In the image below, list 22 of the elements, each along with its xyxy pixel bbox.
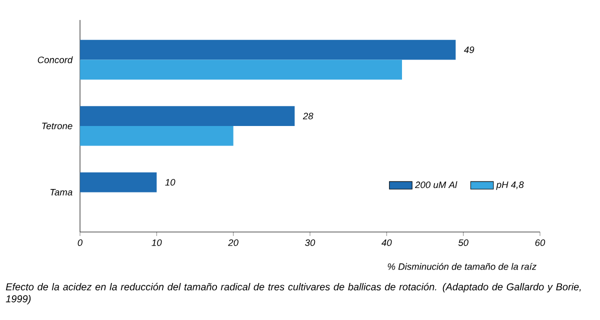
x-tick-label: 60	[535, 239, 546, 246]
legend-label: pH 4,8	[496, 181, 524, 190]
x-axis-title: % Disminución de tamaño de la raíz	[388, 262, 536, 270]
data-label: 10	[165, 179, 176, 186]
x-tick-label: 20	[228, 239, 238, 246]
y-tick-label: Tama	[50, 188, 72, 196]
bar	[80, 126, 234, 146]
bar	[80, 106, 295, 126]
text: Efecto de la acidez en la reducción del tamaño radical de tres cultivares de ballicas de rotación. (Adaptado de Gallardo y Borie, 1999)	[6, 282, 581, 304]
x-tick-label: 0	[78, 239, 83, 246]
x-tick-label: 40	[382, 239, 392, 246]
x-tick-label: 10	[152, 239, 162, 246]
x-tick-label: 50	[458, 239, 468, 246]
legend-label: 200 uM Al	[414, 181, 458, 188]
bar	[80, 40, 456, 60]
bar	[80, 60, 402, 80]
data-label: 28	[302, 112, 314, 120]
y-tick-label: Concord	[38, 56, 73, 64]
data-label: 49	[464, 46, 474, 54]
x-tick-label: 30	[305, 239, 316, 246]
bar	[80, 172, 157, 192]
y-tick-label: Tetrone	[42, 122, 72, 130]
